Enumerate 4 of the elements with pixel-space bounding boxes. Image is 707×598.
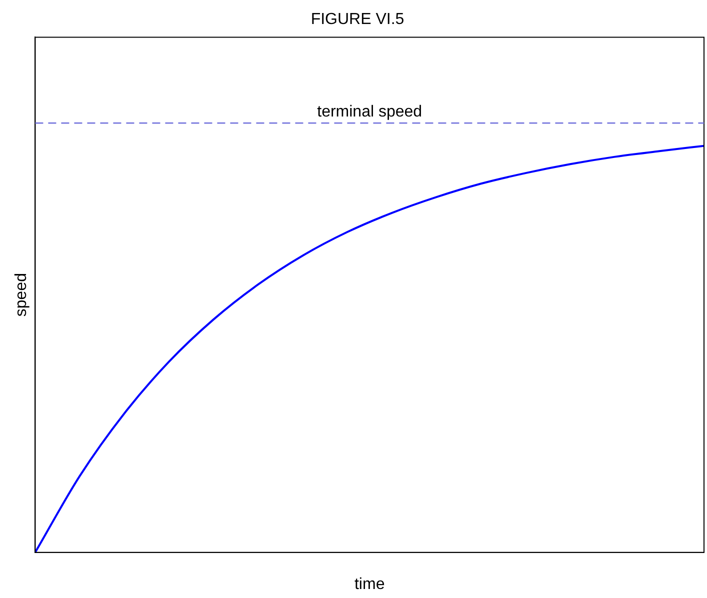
- x-axis-title: time: [354, 576, 385, 593]
- ref-line-label: terminal speed: [317, 103, 422, 120]
- chart-title: FIGURE VI.5: [310, 11, 404, 28]
- y-axis-title: speed: [13, 273, 30, 317]
